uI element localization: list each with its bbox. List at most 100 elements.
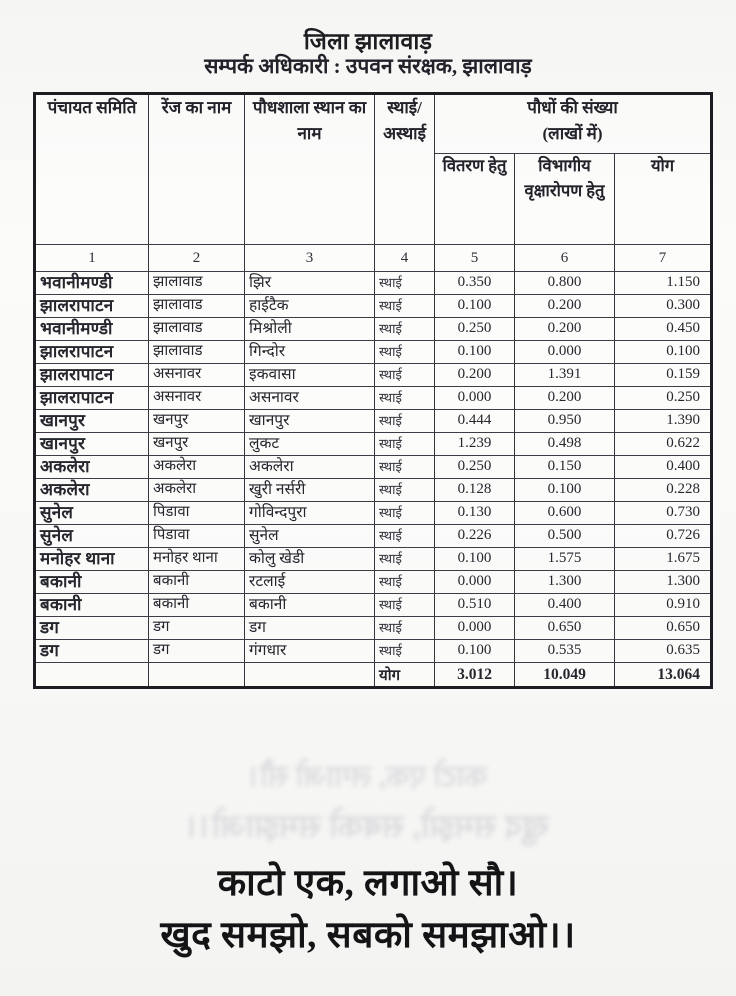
cell-distribution: 0.100	[434, 294, 515, 318]
cell-total: 0.730	[613, 501, 713, 525]
table-row: बकानी बकानी रटलाई स्थाई 0.000 1.300 1.300	[34, 570, 713, 594]
cell-permanence: स्थाई	[374, 478, 435, 502]
header-plant-count-line1: पौधों की संख्या	[527, 98, 618, 117]
column-number: 7	[613, 244, 713, 272]
header-permanence: स्थाई/अस्थाई	[374, 93, 435, 245]
cell-nursery-name: गोविन्दपुरा	[244, 501, 375, 525]
table-row: अकलेरा अकलेरा खुरी नर्सरी स्थाई 0.128 0.100 0.…	[34, 478, 713, 502]
cell-permanence: स्थाई	[374, 524, 435, 548]
cell-total: 0.726	[613, 524, 713, 548]
column-number: 4	[374, 244, 435, 272]
cell-distribution: 0.250	[434, 317, 515, 341]
table-body: भवानीमण्डी झालावाड झिर स्थाई 0.350 0.800 1.150…	[34, 271, 713, 663]
cell-distribution: 0.510	[434, 593, 515, 617]
cell-total: 0.300	[613, 294, 713, 318]
cell-range-name: बकानी	[148, 570, 245, 594]
cell-departmental: 0.800	[514, 271, 615, 295]
cell-range-name: झालावाड	[148, 317, 245, 341]
cell-panchayat-samiti: मनोहर थाना	[34, 547, 149, 571]
cell-panchayat-samiti: अकलेरा	[34, 478, 149, 502]
cell-distribution: 0.128	[434, 478, 515, 502]
cell-nursery-name: गिन्दोर	[244, 340, 375, 364]
table-row: भवानीमण्डी झालावाड झिर स्थाई 0.350 0.800 1.150	[34, 271, 713, 295]
table-row: झालरापाटन असनावर इकवासा स्थाई 0.200 1.391 0.15…	[34, 363, 713, 387]
cell-permanence: स्थाई	[374, 547, 435, 571]
header-nursery-location: पौधशाला स्थान का नाम	[244, 93, 375, 245]
cell-departmental: 0.650	[514, 616, 615, 640]
cell-permanence: स्थाई	[374, 501, 435, 525]
table-row: खानपुर खनपुर लुकट स्थाई 1.239 0.498 0.622	[34, 432, 713, 456]
cell-distribution: 0.100	[434, 639, 515, 663]
cell-nursery-name: खानपुर	[244, 409, 375, 433]
cell-permanence: स्थाई	[374, 363, 435, 387]
column-number: 3	[244, 244, 375, 272]
cell-nursery-name: असनावर	[244, 386, 375, 410]
cell-nursery-name: इकवासा	[244, 363, 375, 387]
cell-range-name: मनोहर थाना	[148, 547, 245, 571]
table-row: सुनेल पिडावा गोविन्दपुरा स्थाई 0.130 0.600 0.7…	[34, 501, 713, 525]
cell-nursery-name: बकानी	[244, 593, 375, 617]
total-departmental-value: 10.049	[514, 662, 615, 688]
cell-total: 0.910	[613, 593, 713, 617]
cell-nursery-name: गंगधार	[244, 639, 375, 663]
cell-distribution: 0.000	[434, 570, 515, 594]
page-subtitle: सम्पर्क अधिकारी : उपवन संरक्षक, झालावाड़	[204, 54, 532, 78]
cell-panchayat-samiti: सुनेल	[34, 524, 149, 548]
cell-panchayat-samiti: अकलेरा	[34, 455, 149, 479]
table-row: बकानी बकानी बकानी स्थाई 0.510 0.400 0.910	[34, 593, 713, 617]
slogan-line-2: खुद समझो, सबको समझाओ।।	[160, 915, 576, 956]
cell-departmental: 0.498	[514, 432, 615, 456]
cell-nursery-name: खुरी नर्सरी	[244, 478, 375, 502]
cell-panchayat-samiti: सुनेल	[34, 501, 149, 525]
table-row: अकलेरा अकलेरा अकलेरा स्थाई 0.250 0.150 0.400	[34, 455, 713, 479]
cell-departmental: 0.000	[514, 340, 615, 364]
cell-permanence: स्थाई	[374, 432, 435, 456]
cell-panchayat-samiti: झालरापाटन	[34, 363, 149, 387]
header-row-2: वितरण हेतु विभागीय वृक्षारोपण हेतु योग	[35, 153, 713, 245]
column-number-row: 1 2 3 4 5 6 7	[34, 244, 713, 272]
cell-distribution: 0.444	[434, 409, 515, 433]
total-empty-cell	[34, 662, 149, 688]
cell-range-name: अकलेरा	[148, 478, 245, 502]
slogan-line-1: काटो एक, लगाओ सौ।	[217, 863, 519, 904]
table-row: खानपुर खनपुर खानपुर स्थाई 0.444 0.950 1.390	[34, 409, 713, 433]
cell-departmental: 0.950	[514, 409, 615, 433]
cell-permanence: स्थाई	[374, 271, 435, 295]
column-number: 2	[148, 244, 245, 272]
cell-permanence: स्थाई	[374, 593, 435, 617]
table-row: झालरापाटन असनावर असनावर स्थाई 0.000 0.200 0.25…	[34, 386, 713, 410]
cell-range-name: अकलेरा	[148, 455, 245, 479]
bleedthrough-ghost-line-2: खुद समझो, सबको समझाओ।।	[186, 809, 550, 845]
cell-departmental: 1.300	[514, 570, 615, 594]
cell-departmental: 0.200	[514, 386, 615, 410]
cell-panchayat-samiti: डग	[34, 639, 149, 663]
total-empty-cell	[148, 662, 245, 688]
nursery-table: पंचायत समिति रेंज का नाम पौधशाला स्थान क…	[33, 92, 714, 689]
table-row: झालरापाटन झालावाड हाईटैक स्थाई 0.100 0.200 0.3…	[34, 294, 713, 318]
cell-range-name: असनावर	[148, 386, 245, 410]
cell-panchayat-samiti: झालरापाटन	[34, 340, 149, 364]
table-row: सुनेल पिडावा सुनेल स्थाई 0.226 0.500 0.726	[34, 524, 713, 548]
cell-distribution: 0.100	[434, 340, 515, 364]
cell-panchayat-samiti: झालरापाटन	[34, 294, 149, 318]
cell-departmental: 1.575	[514, 547, 615, 571]
cell-total: 0.635	[613, 639, 713, 663]
cell-range-name: डग	[148, 616, 245, 640]
cell-distribution: 0.226	[434, 524, 515, 548]
cell-total: 1.300	[613, 570, 713, 594]
cell-panchayat-samiti: डग	[34, 616, 149, 640]
total-row: योग 3.012 10.049 13.064	[34, 662, 713, 688]
cell-nursery-name: रटलाई	[244, 570, 375, 594]
cell-departmental: 0.500	[514, 524, 615, 548]
total-distribution-value: 3.012	[434, 662, 515, 688]
total-sum-value: 13.064	[613, 662, 713, 688]
table-row: भवानीमण्डी झालावाड मिश्रोली स्थाई 0.250 0.200…	[34, 317, 713, 341]
header-plant-count-line2: (लाखों में)	[542, 123, 603, 143]
bleedthrough-ghost-line-1: काटो एक, लगाओ सौ।	[248, 760, 488, 793]
cell-total: 0.622	[613, 432, 713, 456]
header-range-name: रेंज का नाम	[148, 93, 245, 245]
cell-panchayat-samiti: बकानी	[34, 593, 149, 617]
cell-nursery-name: अकलेरा	[244, 455, 375, 479]
cell-distribution: 0.000	[434, 616, 515, 640]
total-label: योग	[374, 662, 435, 688]
